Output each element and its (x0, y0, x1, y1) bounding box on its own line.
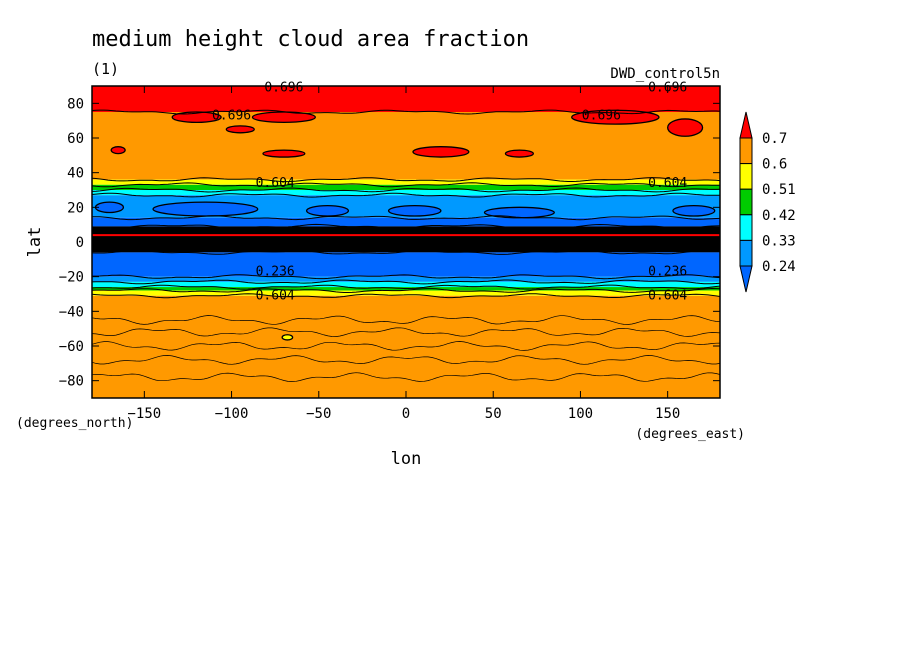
chart-subtitle: (1) (92, 60, 119, 78)
contour-label-7: 0.236 (648, 264, 687, 279)
x-units-label: (degrees_east) (635, 427, 745, 442)
colorbar-cell-2 (739, 163, 753, 190)
blob-14 (672, 204, 716, 217)
contour-line-3 (91, 187, 721, 193)
run-label: DWD_control5n (610, 66, 720, 82)
blob-11 (305, 204, 350, 217)
y-tick-label-1: −60 (59, 339, 84, 355)
band-13 (92, 295, 720, 398)
x-axis-label: lon (391, 449, 422, 469)
blob-8 (667, 118, 704, 137)
contour-line-5 (92, 215, 721, 221)
blob-2 (225, 125, 255, 134)
band-6 (92, 217, 720, 227)
contour-line-10 (91, 284, 721, 290)
colorbar-label-0: 0.7 (762, 131, 787, 147)
colorbar-label-3: 0.42 (762, 208, 796, 224)
blob-6 (504, 149, 534, 158)
y-tick-label-7: 60 (67, 131, 84, 147)
contour-line-south-2 (91, 341, 721, 351)
colorbar-bottom-arrow (739, 265, 753, 293)
x-tick-label-6: 150 (655, 406, 680, 422)
y-tick-label-6: 40 (67, 166, 84, 182)
y-tick-label-2: −40 (59, 304, 84, 320)
blob-3 (110, 146, 126, 155)
colorbar-cell-4 (739, 214, 753, 241)
colorbar-label-1: 0.6 (762, 157, 787, 173)
contour-line-1 (91, 177, 721, 183)
band-layer (92, 86, 720, 398)
colorbar-top-arrow (739, 111, 753, 139)
blob-5 (412, 146, 470, 158)
contour-label-4: 0.604 (256, 176, 295, 191)
y-axis-label: lat (25, 227, 45, 258)
colorbar-label-5: 0.24 (762, 259, 796, 275)
colorbar-cell-5 (739, 239, 753, 267)
blob-10 (152, 201, 259, 217)
x-tick-label-5: 100 (568, 406, 593, 422)
contour-line-south-0 (91, 315, 721, 325)
colorbar-cell-3 (739, 188, 753, 216)
contour-line-layer (91, 109, 721, 382)
contour-line-0 (91, 109, 721, 115)
contour-line-9 (91, 279, 721, 285)
contour-label-5: 0.604 (648, 176, 687, 191)
band-4 (92, 190, 720, 196)
contour-line-south-3 (91, 355, 721, 365)
blob-12 (387, 204, 442, 217)
contour-label-3: 0.696 (582, 108, 621, 123)
contour-line-2 (91, 182, 720, 188)
blob-9 (94, 201, 125, 214)
colorbar-label-2: 0.51 (762, 182, 796, 198)
y-axis: −80 −60 −40 −20 0 20 40 60 80 (59, 96, 720, 390)
colorbar-label-4: 0.33 (762, 233, 796, 249)
x-tick-label-4: 50 (485, 406, 502, 422)
band-12 (92, 290, 720, 296)
contour-label-6: 0.236 (256, 264, 295, 279)
contour-line-12 (91, 293, 721, 299)
contour-label-0: 0.696 (264, 81, 303, 96)
blob-4 (262, 149, 306, 158)
colorbar: 0.7 0.6 0.51 0.42 0.33 0.24 (739, 111, 796, 293)
contour-line-8 (92, 274, 721, 280)
contour-line-south-4 (91, 372, 721, 382)
band-10 (92, 281, 720, 288)
contour-label-9: 0.604 (648, 289, 687, 304)
contour-line-6 (91, 223, 721, 229)
band-7 (92, 226, 720, 253)
y-tick-label-8: 80 (67, 96, 84, 112)
y-tick-label-4: 0 (76, 235, 84, 251)
contour-line-south-1 (91, 327, 721, 337)
contour-line-11 (91, 287, 721, 293)
chart-title: medium height cloud area fraction (92, 27, 529, 52)
contour-line-7 (91, 249, 721, 255)
x-tick-label-0: −150 (127, 406, 161, 422)
x-tick-label-3: 0 (402, 406, 410, 422)
band-9 (92, 276, 720, 282)
x-tick-label-2: −50 (306, 406, 331, 422)
y-tick-label-5: 20 (67, 200, 84, 216)
contour-line-4 (91, 192, 721, 198)
contour-label-8: 0.604 (256, 289, 295, 304)
band-8 (92, 252, 720, 277)
y-tick-label-3: −20 (59, 270, 84, 286)
contour-label-2: 0.696 (212, 108, 251, 123)
band-2 (92, 179, 720, 185)
blob-layer (94, 109, 716, 341)
colorbar-cell-1 (739, 137, 753, 165)
x-tick-label-1: −100 (215, 406, 249, 422)
y-units-label: (degrees_north) (16, 416, 133, 431)
blob-15 (281, 334, 294, 341)
band-3 (92, 184, 720, 190)
x-axis: −150 −100 −50 0 50 100 150 (127, 86, 680, 422)
y-tick-label-0: −80 (59, 374, 84, 390)
blob-0 (171, 111, 222, 124)
